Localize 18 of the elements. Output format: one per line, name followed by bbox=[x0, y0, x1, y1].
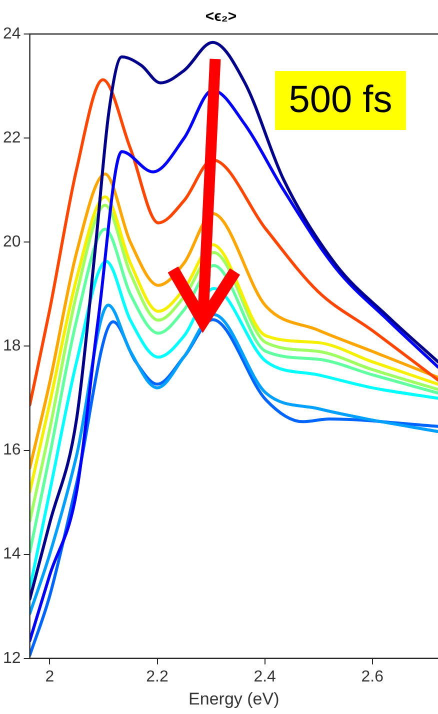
y-tick-label: 18 bbox=[3, 338, 21, 355]
y-tick-label: 16 bbox=[3, 442, 21, 459]
x-tick-label: 2.6 bbox=[361, 668, 384, 686]
x-tick-label: 2.2 bbox=[146, 668, 168, 686]
line-series bbox=[30, 228, 438, 554]
y-tick-label: 14 bbox=[3, 546, 21, 563]
x-axis-title: Energy (eV) bbox=[188, 689, 280, 708]
y-tick-label: 12 bbox=[3, 650, 21, 667]
y-tick-label: 20 bbox=[3, 234, 21, 251]
chart-title: <ϵ₂> bbox=[205, 8, 237, 26]
y-tick-label: 22 bbox=[3, 129, 21, 146]
annotation: 500 fs bbox=[274, 71, 406, 130]
x-tick-label: 2 bbox=[45, 668, 54, 686]
line-series bbox=[30, 78, 438, 406]
x-tick-label: 2.4 bbox=[254, 668, 276, 686]
line-series bbox=[30, 260, 438, 590]
line-series bbox=[30, 304, 438, 616]
y-tick-label: 24 bbox=[3, 25, 21, 42]
